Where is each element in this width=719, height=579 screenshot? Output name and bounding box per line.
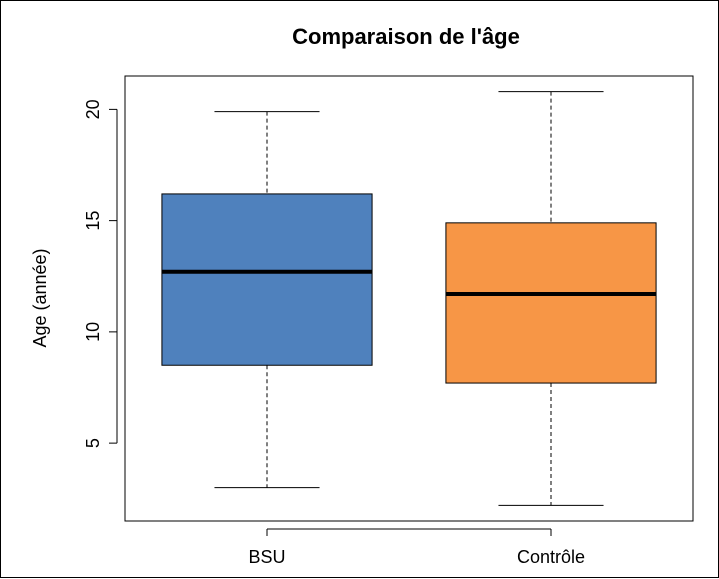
- plot-area-border: [124, 75, 694, 522]
- x-tick-label: BSU: [248, 547, 285, 567]
- y-tick-label: 15: [83, 211, 103, 231]
- y-axis-label: Age (année): [30, 248, 50, 347]
- x-axis: BSU Contrôle: [248, 528, 585, 567]
- box-controle: [445, 222, 657, 384]
- y-tick-label: 10: [83, 322, 103, 342]
- box-bsu: [161, 193, 373, 366]
- y-tick-label: 5: [83, 438, 103, 448]
- y-tick-label: 20: [83, 99, 103, 119]
- y-axis: 5 10 15 20: [83, 99, 118, 448]
- x-tick-label: Contrôle: [517, 547, 585, 567]
- chart-title: Comparaison de l'âge: [292, 24, 520, 49]
- boxes-group: [161, 91, 657, 506]
